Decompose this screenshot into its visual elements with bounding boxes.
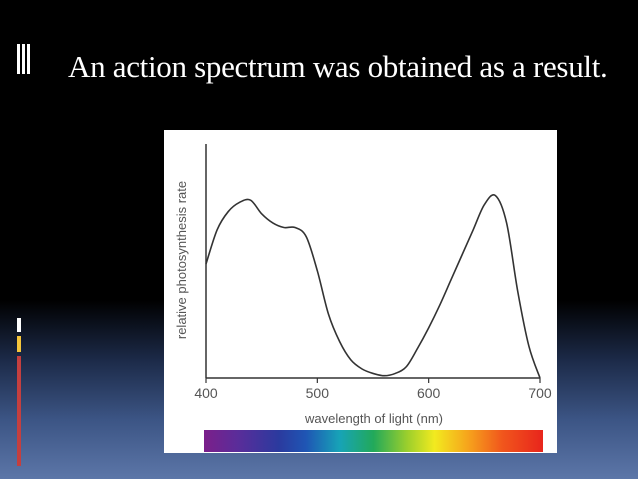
visible-spectrum-bar xyxy=(204,430,543,452)
title-stripes-decoration xyxy=(17,44,31,74)
x-tick-label-500: 500 xyxy=(306,385,330,401)
x-tick-label-700: 700 xyxy=(528,385,552,401)
action-spectrum-line xyxy=(205,194,541,379)
x-tick-label-400: 400 xyxy=(194,385,218,401)
x-axis-label: wavelength of light (nm) xyxy=(304,411,443,426)
side-accent-yellow xyxy=(17,336,21,352)
action-spectrum-figure: 400 500 600 700 relative photosynthesis rat… xyxy=(164,130,557,453)
side-accent-white xyxy=(17,318,21,332)
y-axis-label: relative photosynthesis rate xyxy=(174,181,189,339)
slide-title: An action spectrum was obtained as a res… xyxy=(68,49,608,84)
action-spectrum-chart: 400 500 600 700 relative photosynthesis rat… xyxy=(174,144,552,426)
x-tick-label-600: 600 xyxy=(417,385,441,401)
side-accent-red xyxy=(17,356,21,466)
